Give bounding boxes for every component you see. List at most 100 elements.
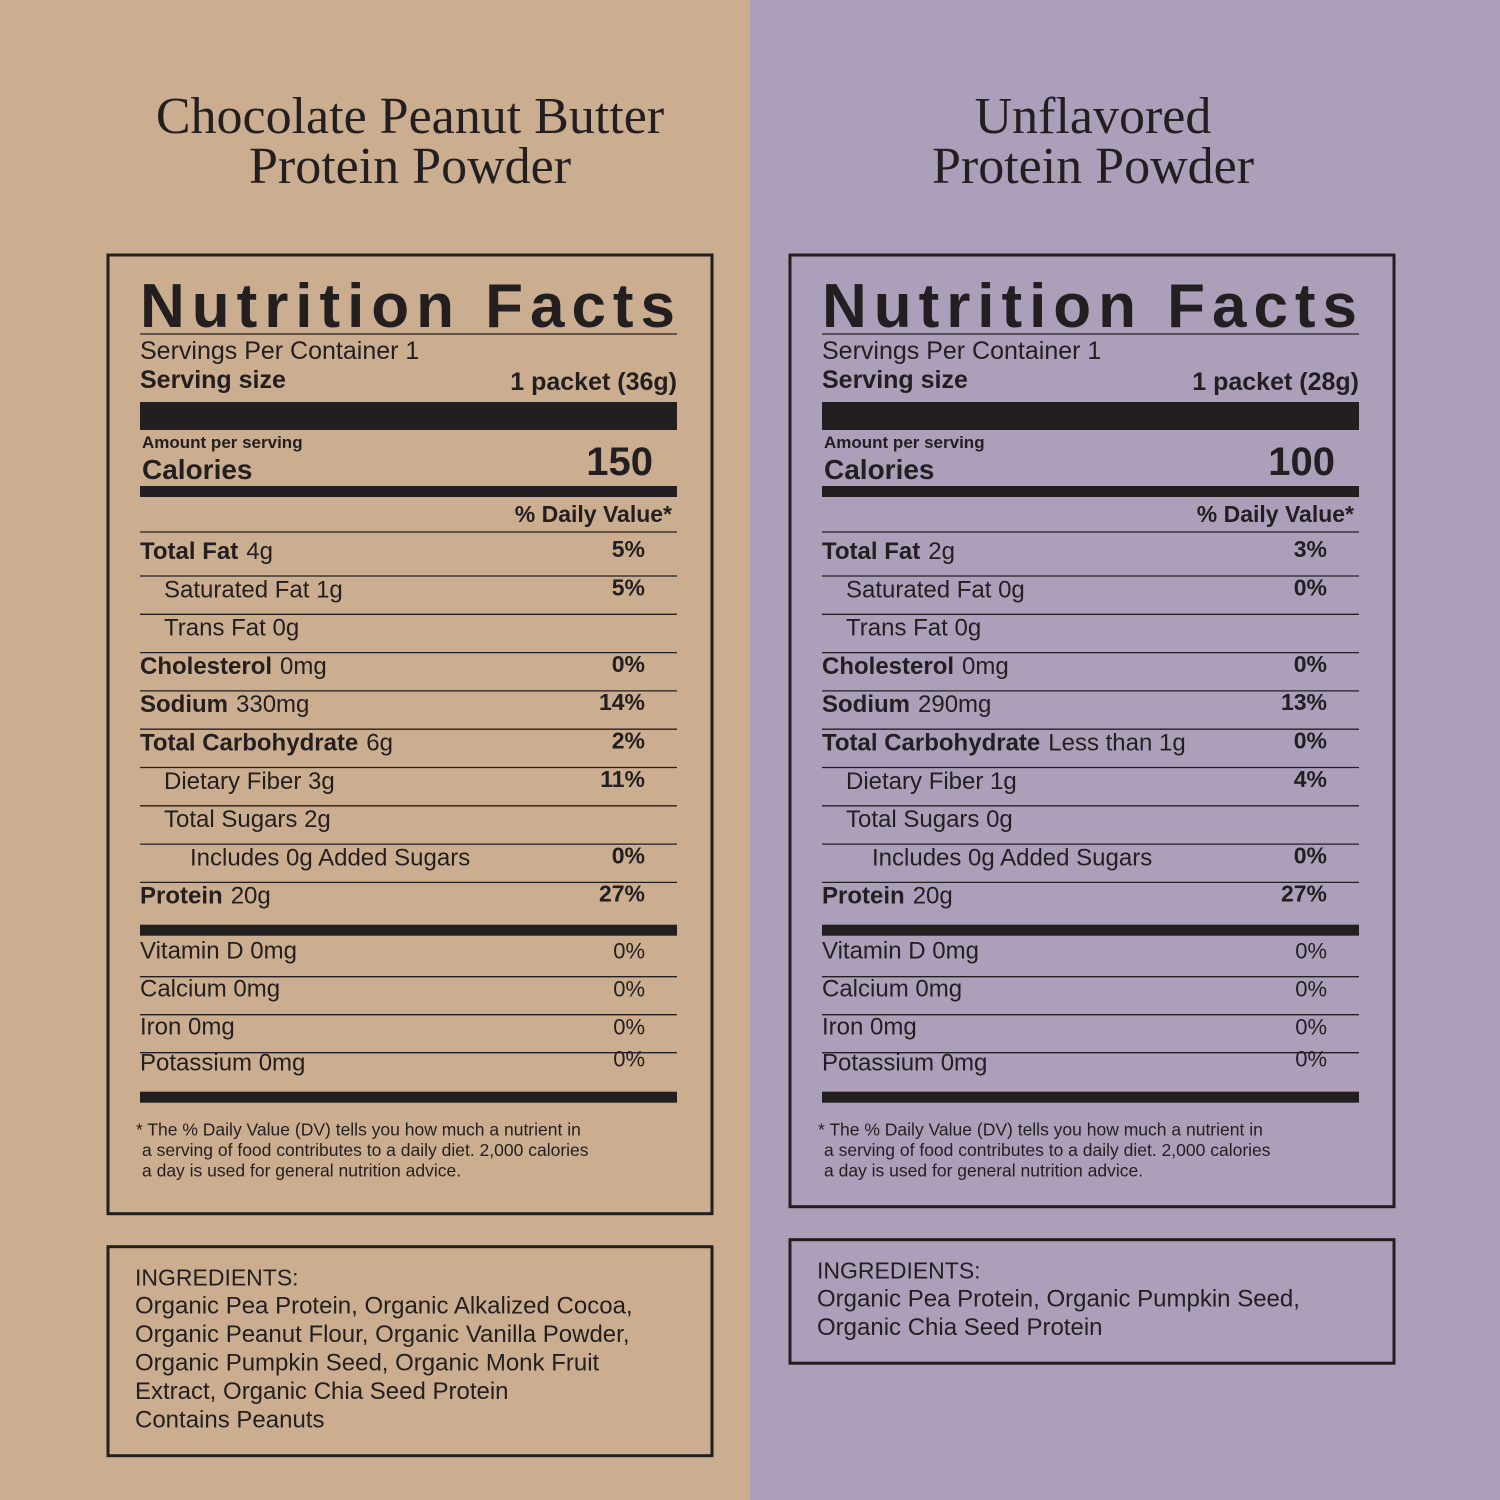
nutrient-name: Includes 0g Added Sugars bbox=[872, 844, 1152, 871]
thick-rule bbox=[822, 486, 1359, 497]
vitamin-dv: 0% bbox=[613, 977, 645, 1002]
servings: Servings Per Container 1 bbox=[140, 337, 419, 365]
nutrient-name: Sodium bbox=[822, 691, 910, 718]
nutrient-name: Sodium bbox=[140, 691, 228, 718]
product-title: Chocolate Peanut Butter bbox=[156, 88, 664, 145]
ingredients-line: Organic Pea Protein, Organic Pumpkin See… bbox=[817, 1286, 1300, 1313]
calories-label: Calories bbox=[142, 454, 253, 485]
calories-label: Calories bbox=[824, 454, 935, 485]
ingredients-box bbox=[106, 1245, 714, 1458]
vitamin-name: Calcium 0mg bbox=[822, 976, 962, 1003]
nutrient-dv: 4% bbox=[1294, 766, 1327, 792]
nutrient-name: Total Fat bbox=[140, 538, 238, 565]
nutrient-amount: 2g bbox=[928, 538, 955, 565]
thick-rule bbox=[140, 402, 677, 430]
nutrient-dv: 0% bbox=[612, 842, 645, 868]
nutrient-name: Dietary Fiber 1g bbox=[846, 768, 1017, 795]
nutrient-name: Total Fat bbox=[822, 538, 920, 565]
nutrient-dv: 5% bbox=[612, 536, 645, 562]
nutrient-dv: 13% bbox=[1281, 689, 1327, 715]
nutrient-amount: 290mg bbox=[918, 691, 991, 718]
nutrient-name: Protein bbox=[140, 883, 223, 910]
vitamin-name: Calcium 0mg bbox=[140, 976, 280, 1003]
nutrient-name: Saturated Fat 0g bbox=[846, 576, 1025, 603]
calories: 150 bbox=[586, 440, 653, 484]
amount-per-serving: Amount per serving bbox=[142, 433, 303, 452]
nutrient-name: Saturated Fat 1g bbox=[164, 576, 343, 603]
nutrient-name: Total Sugars 2g bbox=[164, 806, 331, 833]
vitamin-name: Iron 0mg bbox=[140, 1014, 235, 1041]
nutrient-name: Total Carbohydrate bbox=[140, 730, 358, 757]
nutrient-dv: 14% bbox=[599, 689, 645, 715]
footnote: * The % Daily Value (DV) tells you how m… bbox=[818, 1120, 1263, 1140]
nutrient-dv: 27% bbox=[599, 881, 645, 907]
nutrient-name: Total Carbohydrate bbox=[822, 730, 1040, 757]
vitamin-name: Vitamin D 0mg bbox=[140, 938, 297, 965]
nutrient-amount: 0mg bbox=[962, 653, 1009, 680]
product-title: Protein Powder bbox=[249, 138, 571, 195]
nutrient-dv: 27% bbox=[1281, 881, 1327, 907]
footnote: a serving of food contributes to a daily… bbox=[824, 1140, 1271, 1160]
vitamin-dv: 0% bbox=[613, 1015, 645, 1040]
nutrient-amount: Less than 1g bbox=[1048, 730, 1185, 757]
amount-per-serving: Amount per serving bbox=[824, 433, 985, 452]
vitamin-dv: 0% bbox=[613, 1047, 645, 1072]
thick-rule bbox=[140, 486, 677, 497]
vitamin-dv: 0% bbox=[613, 939, 645, 964]
thick-rule bbox=[822, 402, 1359, 430]
left-background bbox=[0, 0, 750, 1500]
nutrient-name: Protein bbox=[822, 883, 905, 910]
thick-rule bbox=[140, 1091, 677, 1103]
thick-rule bbox=[822, 1091, 1359, 1103]
footnote: a serving of food contributes to a daily… bbox=[142, 1140, 589, 1160]
product-title: Unflavored bbox=[975, 88, 1212, 145]
ingredients-line: Organic Pea Protein, Organic Alkalized C… bbox=[135, 1293, 633, 1320]
thick-rule bbox=[822, 924, 1359, 936]
serving-size-label: Serving size bbox=[822, 366, 968, 394]
thick-rule bbox=[140, 924, 677, 936]
vitamin-name: Potassium 0mg bbox=[822, 1050, 987, 1077]
vitamin-name: Potassium 0mg bbox=[140, 1050, 305, 1077]
nutrient-name: Cholesterol bbox=[140, 653, 272, 680]
servings: Servings Per Container 1 bbox=[822, 337, 1101, 365]
label-box bbox=[788, 253, 1396, 1209]
ingredients-box bbox=[788, 1238, 1396, 1365]
footnote: a day is used for general nutrition advi… bbox=[824, 1161, 1143, 1181]
ingredients-heading: INGREDIENTS: bbox=[817, 1258, 981, 1284]
ingredients-heading: INGREDIENTS: bbox=[135, 1265, 299, 1291]
nutrient-dv: 2% bbox=[612, 728, 645, 754]
label-heading: Nutrition Facts bbox=[822, 272, 1357, 341]
nutrient-name: Total Sugars 0g bbox=[846, 806, 1013, 833]
nutrient-dv: 3% bbox=[1294, 536, 1327, 562]
vitamin-dv: 0% bbox=[1295, 977, 1327, 1002]
vitamin-dv: 0% bbox=[1295, 1015, 1327, 1040]
calories: 100 bbox=[1268, 440, 1335, 484]
vitamin-dv: 0% bbox=[1295, 1047, 1327, 1072]
nutrient-amount: 4g bbox=[246, 538, 273, 565]
vitamin-dv: 0% bbox=[1295, 939, 1327, 964]
nutrient-dv: 11% bbox=[600, 766, 645, 792]
nutrient-name: Trans Fat 0g bbox=[846, 615, 981, 642]
nutrient-amount: 330mg bbox=[236, 691, 309, 718]
right-background bbox=[750, 0, 1500, 1500]
nutrient-dv: 5% bbox=[612, 574, 645, 600]
label-box bbox=[106, 253, 714, 1216]
nutrient-name: Includes 0g Added Sugars bbox=[190, 844, 470, 871]
nutrient-name: Trans Fat 0g bbox=[164, 615, 299, 642]
product-title: Protein Powder bbox=[932, 138, 1254, 195]
nutrient-dv: 0% bbox=[1294, 651, 1327, 677]
ingredients-line: Extract, Organic Chia Seed Protein bbox=[135, 1378, 509, 1405]
nutrient-dv: 0% bbox=[612, 651, 645, 677]
ingredients-line: Contains Peanuts bbox=[135, 1407, 324, 1434]
dv-header: % Daily Value* bbox=[515, 501, 672, 527]
serving-size: 1 packet (36g) bbox=[510, 368, 677, 396]
nutrient-name: Cholesterol bbox=[822, 653, 954, 680]
nutrient-dv: 0% bbox=[1294, 574, 1327, 600]
ingredients-line: Organic Chia Seed Protein bbox=[817, 1314, 1103, 1341]
dv-header: % Daily Value* bbox=[1197, 501, 1354, 527]
footnote: * The % Daily Value (DV) tells you how m… bbox=[136, 1120, 581, 1140]
label-heading: Nutrition Facts bbox=[140, 272, 675, 341]
nutrient-dv: 0% bbox=[1294, 842, 1327, 868]
nutrient-amount: 20g bbox=[231, 883, 271, 910]
